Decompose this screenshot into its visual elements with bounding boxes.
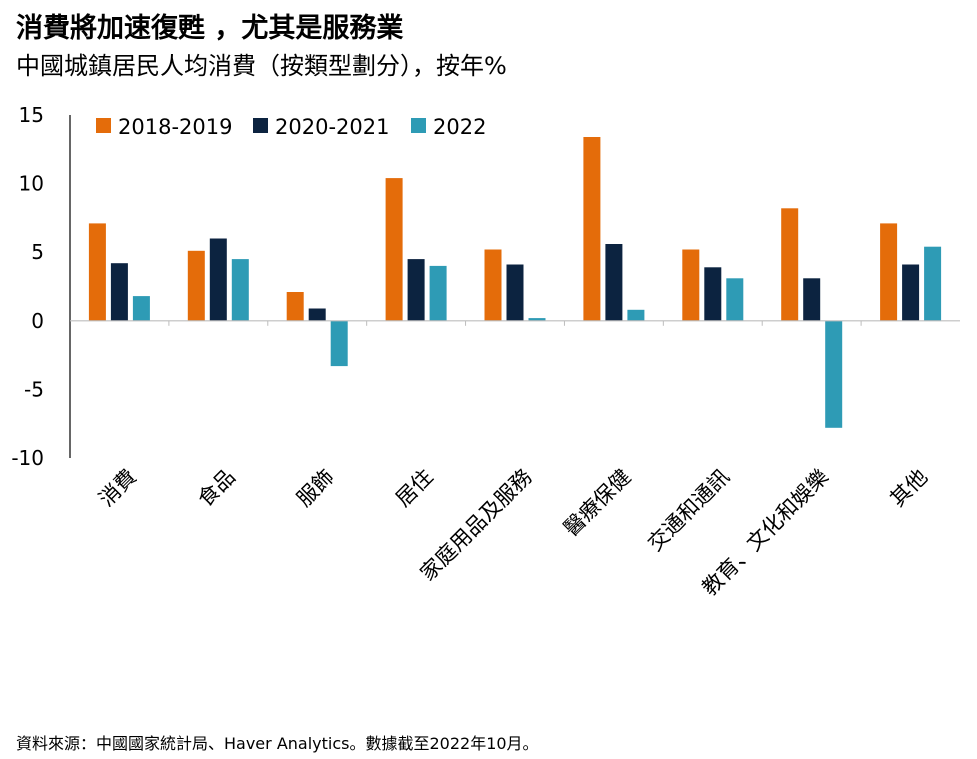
y-tick-label: 5 — [31, 240, 44, 264]
bar — [484, 249, 502, 321]
bar — [506, 264, 524, 321]
bar — [704, 267, 722, 321]
category-label: 交通和通訊 — [643, 465, 734, 556]
y-tick-label: -5 — [24, 377, 44, 401]
category-label: 醫療保健 — [559, 465, 635, 541]
bar — [110, 263, 128, 321]
bar — [726, 278, 744, 321]
bar-chart: 15 10 5 0 -5 -10 2018-2019 2020-2021 2022 消費 食品 服… — [11, 103, 960, 600]
category-label: 食品 — [193, 465, 240, 512]
bar — [330, 320, 348, 367]
legend-label: 2018-2019 — [118, 115, 232, 139]
source-note: 資料來源：中國國家統計局、Haver Analytics。數據截至2022年10… — [16, 734, 539, 753]
bar — [385, 178, 403, 321]
y-tick-label: 0 — [31, 309, 44, 333]
legend-swatch — [96, 118, 111, 133]
bar — [429, 265, 447, 321]
bar — [825, 320, 843, 428]
bar — [880, 223, 898, 321]
legend-swatch — [253, 118, 268, 133]
y-tick-label: 10 — [19, 172, 44, 196]
y-tick-label: 15 — [19, 103, 44, 127]
legend-label: 2022 — [433, 115, 486, 139]
category-label: 居住 — [391, 465, 438, 512]
bar — [407, 259, 425, 321]
bar — [88, 223, 106, 321]
bar — [209, 238, 227, 321]
chart-title: 消費將加速復甦 ，尤其是服務業 — [16, 13, 404, 44]
bar — [286, 292, 304, 321]
legend-swatch — [411, 118, 426, 133]
legend-label: 2020-2021 — [275, 115, 389, 139]
bar — [924, 246, 942, 321]
bar — [682, 249, 700, 321]
bar — [902, 264, 920, 321]
category-label: 其他 — [885, 465, 932, 512]
y-tick-label: -10 — [11, 446, 44, 470]
bar — [627, 309, 645, 321]
category-label: 服飾 — [292, 465, 339, 512]
bar — [781, 208, 799, 321]
bar — [132, 296, 150, 321]
bar — [231, 259, 249, 321]
bar — [187, 250, 205, 321]
bar — [605, 244, 623, 321]
chart-subtitle: 中國城鎮居民人均消費（按類型劃分），按年% — [16, 52, 507, 80]
bar — [528, 318, 546, 321]
bar — [803, 278, 821, 321]
bar — [308, 308, 326, 321]
bar — [583, 137, 601, 321]
category-label: 消費 — [94, 465, 141, 512]
